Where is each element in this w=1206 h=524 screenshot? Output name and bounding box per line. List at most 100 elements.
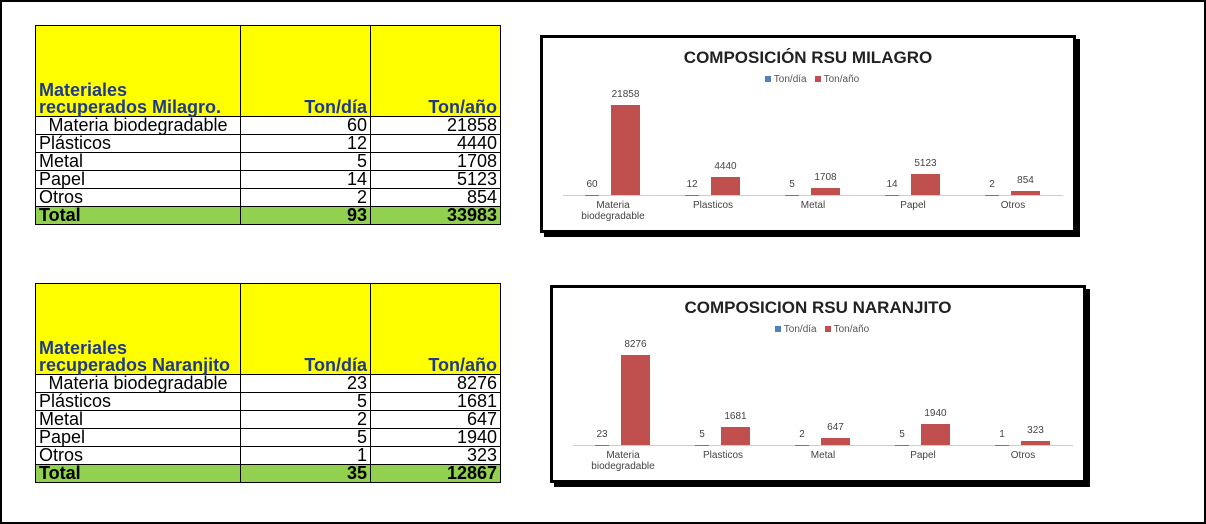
table-row: Total 93 33983 bbox=[35, 206, 501, 225]
chart-title: COMPOSICION RSU NARANJITO bbox=[684, 298, 952, 317]
table-cell: Plásticos bbox=[35, 134, 241, 153]
x-tick-label: Papel bbox=[900, 200, 926, 211]
data-label: 5 bbox=[789, 178, 795, 190]
table-row: Total 35 12867 bbox=[35, 464, 501, 483]
bar bbox=[795, 444, 809, 446]
data-label: 5 bbox=[899, 428, 905, 440]
table-row: Plásticos 12 4440 bbox=[35, 134, 501, 153]
x-tick-label: Materia biodegradable bbox=[581, 200, 645, 222]
data-label: 5 bbox=[699, 428, 705, 440]
table-cell: 5123 bbox=[370, 170, 501, 189]
bar bbox=[711, 176, 740, 195]
table-cell: Materia biodegradable bbox=[35, 116, 241, 135]
table-cell: Total bbox=[35, 206, 241, 225]
axis-line bbox=[563, 195, 1063, 196]
bar bbox=[611, 105, 640, 195]
table-cell: 8276 bbox=[370, 374, 501, 393]
chart: COMPOSICION RSU NARANJITO Ton/día Ton/año M… bbox=[550, 285, 1086, 483]
table-cell: 21858 bbox=[370, 116, 501, 135]
data-label: 23 bbox=[596, 428, 608, 440]
table-cell: Materiales recuperados Naranjito bbox=[35, 283, 241, 375]
legend-label: Ton/día bbox=[783, 324, 817, 335]
table-row: Otros 1 323 bbox=[35, 446, 501, 465]
table-row: Papel 14 5123 bbox=[35, 170, 501, 189]
table-cell: 1940 bbox=[370, 428, 501, 447]
table-cell: Ton/año bbox=[370, 283, 501, 375]
legend: Ton/día Ton/año bbox=[553, 324, 1083, 335]
table-row: Plásticos 5 1681 bbox=[35, 392, 501, 411]
data-label: 14 bbox=[886, 178, 898, 190]
table-cell: Ton/año bbox=[370, 25, 501, 117]
x-tick-label: Metal bbox=[800, 200, 826, 211]
bar bbox=[685, 194, 699, 196]
table-cell: Materia biodegradable bbox=[35, 374, 241, 393]
data-label: 4440 bbox=[714, 160, 737, 172]
bar bbox=[621, 355, 650, 445]
table-cell: 93 bbox=[240, 206, 371, 225]
table-row: Metal 5 1708 bbox=[35, 152, 501, 171]
x-tick-label: Otros bbox=[1000, 200, 1026, 211]
bar bbox=[785, 194, 799, 196]
table-cell: Ton/día bbox=[240, 283, 371, 375]
bar bbox=[695, 444, 709, 446]
data-table: Materiales recuperados Naranjito Ton/día T… bbox=[35, 283, 501, 483]
data-label: 60 bbox=[586, 178, 598, 190]
table-cell: 1681 bbox=[370, 392, 501, 411]
table-cell: 12867 bbox=[370, 464, 501, 483]
data-label: 647 bbox=[827, 421, 844, 433]
legend-swatch bbox=[764, 76, 771, 82]
table-cell: Ton/día bbox=[240, 25, 371, 117]
table-cell: Plásticos bbox=[35, 392, 241, 411]
bar bbox=[911, 173, 940, 195]
x-tick-label: Metal bbox=[810, 450, 836, 461]
table-cell: Metal bbox=[35, 152, 241, 171]
legend-label: Ton/año bbox=[833, 324, 870, 335]
table-row: Otros 2 854 bbox=[35, 188, 501, 207]
table-row: Papel 5 1940 bbox=[35, 428, 501, 447]
table-cell: 1 bbox=[240, 446, 371, 465]
x-tick-label: Otros bbox=[1010, 450, 1036, 461]
bar bbox=[1011, 191, 1040, 195]
table-cell: 4440 bbox=[370, 134, 501, 153]
table-cell: Total bbox=[35, 464, 241, 483]
data-table: Materiales recuperados Milagro. Ton/día To… bbox=[35, 25, 501, 225]
table-row: Metal 2 647 bbox=[35, 410, 501, 429]
table-cell: 23 bbox=[240, 374, 371, 393]
bar bbox=[895, 444, 909, 446]
table-cell: Otros bbox=[35, 188, 241, 207]
bar bbox=[585, 194, 599, 196]
table-cell: 323 bbox=[370, 446, 501, 465]
table-cell: 854 bbox=[370, 188, 501, 207]
data-label: 1940 bbox=[924, 407, 947, 419]
data-label: 854 bbox=[1017, 175, 1034, 187]
data-label: 1681 bbox=[724, 410, 747, 422]
data-label: 1708 bbox=[814, 171, 837, 183]
data-label: 12 bbox=[686, 178, 698, 190]
data-label: 8276 bbox=[624, 339, 647, 350]
table-cell: 1708 bbox=[370, 152, 501, 171]
table-cell: Papel bbox=[35, 428, 241, 447]
table-row: Materia biodegradable 60 21858 bbox=[35, 116, 501, 135]
legend-label: Ton/año bbox=[823, 74, 860, 85]
bar bbox=[985, 194, 999, 196]
x-tick-label: Plasticos bbox=[692, 200, 733, 211]
bar bbox=[921, 423, 950, 445]
chart-title: COMPOSICIÓN RSU MILAGRO bbox=[683, 48, 933, 67]
bar bbox=[595, 444, 609, 446]
table-cell: 12 bbox=[240, 134, 371, 153]
data-label: 5123 bbox=[914, 157, 937, 169]
legend-swatch bbox=[814, 76, 821, 82]
bar bbox=[821, 437, 850, 445]
table-cell: 647 bbox=[370, 410, 501, 429]
data-label: 2 bbox=[989, 178, 995, 190]
axis-line bbox=[573, 445, 1073, 446]
bar bbox=[721, 426, 750, 445]
legend-swatch bbox=[824, 326, 831, 332]
x-tick-label: Materia biodegradable bbox=[591, 450, 655, 472]
table-cell: 33983 bbox=[370, 206, 501, 225]
table-cell: 5 bbox=[240, 152, 371, 171]
table-cell: Materiales recuperados Milagro. bbox=[35, 25, 241, 117]
bar bbox=[811, 187, 840, 195]
data-label: 1 bbox=[999, 428, 1005, 440]
